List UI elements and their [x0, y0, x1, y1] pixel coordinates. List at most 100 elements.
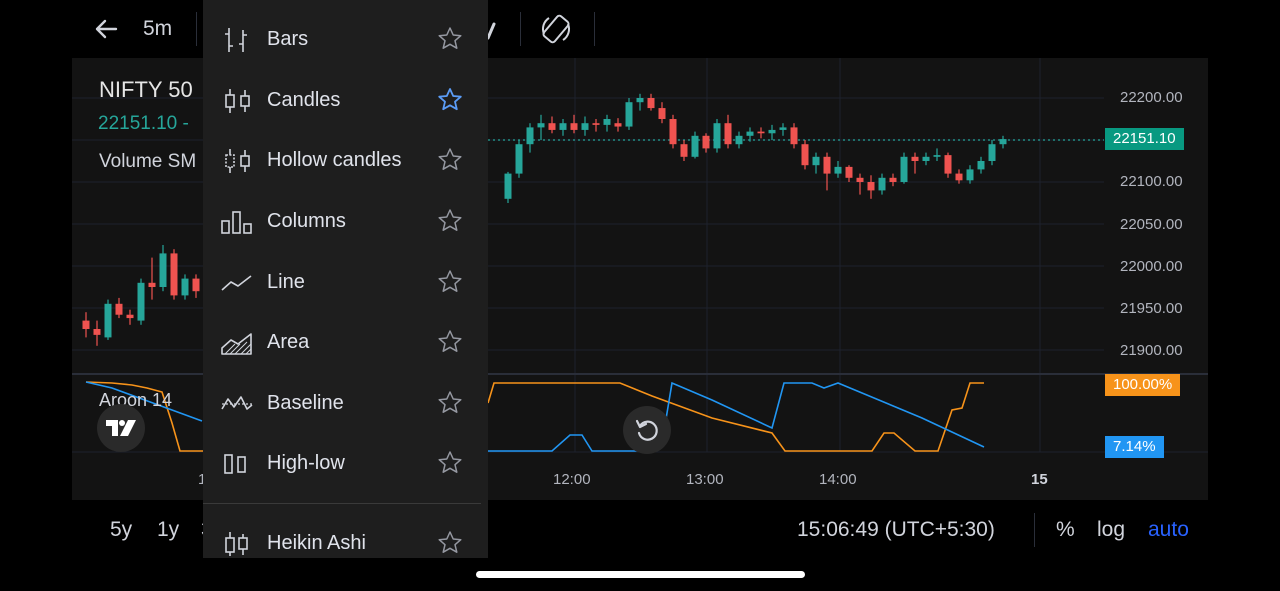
candle-body: [856, 177, 864, 182]
price-tick: 22050.00: [1120, 216, 1183, 233]
menu-item-area[interactable]: Area: [203, 312, 488, 372]
candle-body: [504, 173, 512, 199]
candle-body: [537, 123, 545, 128]
candle-body: [82, 320, 90, 329]
clock-timezone-button[interactable]: 15:06:49 (UTC+5:30): [797, 518, 995, 541]
candle-body: [944, 155, 952, 174]
area-icon: [221, 333, 252, 355]
candle-body: [922, 156, 930, 161]
candle-body: [625, 102, 633, 127]
tradingview-logo-button[interactable]: [97, 404, 145, 452]
candle-body: [126, 314, 134, 319]
volume-indicator-label[interactable]: Volume SM: [99, 151, 197, 172]
last-price-tag: 22151.10: [1105, 128, 1184, 150]
star-icon[interactable]: [437, 390, 463, 416]
menu-item-label: Line: [267, 270, 305, 293]
reset-chart-button[interactable]: [623, 406, 671, 454]
time-tick: 15: [1031, 471, 1048, 488]
candle-body: [845, 166, 853, 178]
candle-body: [93, 329, 101, 335]
timeframe-button[interactable]: 5m: [143, 17, 173, 40]
toolbar-divider: [520, 12, 521, 46]
candle-body: [680, 144, 688, 157]
menu-item-baseline[interactable]: Baseline: [203, 373, 488, 433]
line-icon: [221, 275, 252, 291]
menu-item-line[interactable]: Line: [203, 252, 488, 312]
candle-body: [181, 278, 189, 296]
star-icon[interactable]: [437, 26, 463, 52]
candle-body: [988, 144, 996, 161]
reset-icon: [635, 419, 658, 441]
back-button[interactable]: [92, 0, 120, 58]
candle-body: [834, 166, 842, 174]
candle-body: [867, 182, 875, 191]
menu-item-high-low[interactable]: High-low: [203, 433, 488, 493]
candle-body: [548, 123, 556, 130]
aroon-down-line: [85, 381, 203, 422]
candle-body: [757, 131, 765, 134]
star-icon[interactable]: [437, 147, 463, 173]
candle-body: [570, 123, 578, 130]
menu-item-label: Columns: [267, 209, 346, 232]
toolbar-divider: [196, 12, 197, 46]
tradingview-logo-icon: [106, 420, 136, 436]
rotate-screen-button[interactable]: [539, 0, 573, 58]
candle-body: [933, 155, 941, 157]
home-indicator[interactable]: [476, 571, 805, 578]
rotate-screen-icon: [541, 14, 571, 44]
candle-body: [790, 127, 798, 145]
candle-body: [104, 303, 112, 338]
candle-body: [137, 282, 145, 321]
bars-icon: [225, 28, 247, 52]
candle-body: [724, 123, 732, 145]
drawing-tool-button[interactable]: [482, 0, 498, 58]
candle-body: [977, 161, 985, 170]
star-icon[interactable]: [437, 450, 463, 476]
arrow-left-icon: [95, 19, 118, 39]
menu-item-heikin-ashi[interactable]: Heikin Ashi: [203, 513, 488, 558]
auto-scale-button[interactable]: auto: [1148, 518, 1189, 541]
candle-body: [779, 127, 787, 130]
star-icon[interactable]: [437, 530, 463, 556]
price-tick: 22200.00: [1120, 89, 1183, 106]
menu-item-label: High-low: [267, 451, 345, 474]
candle-body: [115, 303, 123, 315]
star-icon-favorite[interactable]: [437, 87, 463, 113]
chart-type-menu: Bars Candles Hollow candles: [203, 0, 488, 558]
candle-body: [159, 253, 167, 287]
candle-body: [911, 156, 919, 161]
menu-item-label: Hollow candles: [267, 148, 402, 171]
range-1y-button[interactable]: 1y: [157, 518, 180, 541]
log-scale-button[interactable]: log: [1097, 518, 1126, 541]
candle-body: [768, 129, 776, 134]
menu-item-candles[interactable]: Candles: [203, 70, 488, 130]
candle-body: [713, 123, 721, 149]
aroon-up-line: [487, 382, 984, 452]
star-icon[interactable]: [437, 208, 463, 234]
candle-body: [647, 98, 655, 109]
candle-body: [559, 123, 567, 130]
menu-item-hollow-candles[interactable]: Hollow candles: [203, 130, 488, 190]
candle-body: [812, 156, 820, 166]
time-tick: 1: [198, 471, 206, 488]
baseline-icon: [221, 396, 253, 410]
star-icon[interactable]: [437, 269, 463, 295]
menu-item-bars[interactable]: Bars: [203, 9, 488, 69]
range-5y-button[interactable]: 5y: [110, 518, 133, 541]
columns-icon: [221, 211, 252, 234]
menu-item-label: Candles: [267, 88, 341, 111]
percent-scale-button[interactable]: %: [1056, 518, 1075, 541]
toolbar-divider: [1034, 513, 1035, 547]
candle-body: [999, 139, 1007, 145]
aroon-up-tag: 100.00%: [1105, 374, 1181, 396]
candle-body: [735, 135, 743, 145]
candle-body: [636, 98, 644, 103]
price-tick: 21900.00: [1120, 342, 1183, 359]
candle-body: [614, 123, 622, 127]
candle-body: [192, 278, 200, 292]
star-icon[interactable]: [437, 329, 463, 355]
candle-body: [746, 131, 754, 136]
menu-item-columns[interactable]: Columns: [203, 191, 488, 251]
menu-divider: [203, 503, 481, 504]
toolbar-divider: [594, 12, 595, 46]
